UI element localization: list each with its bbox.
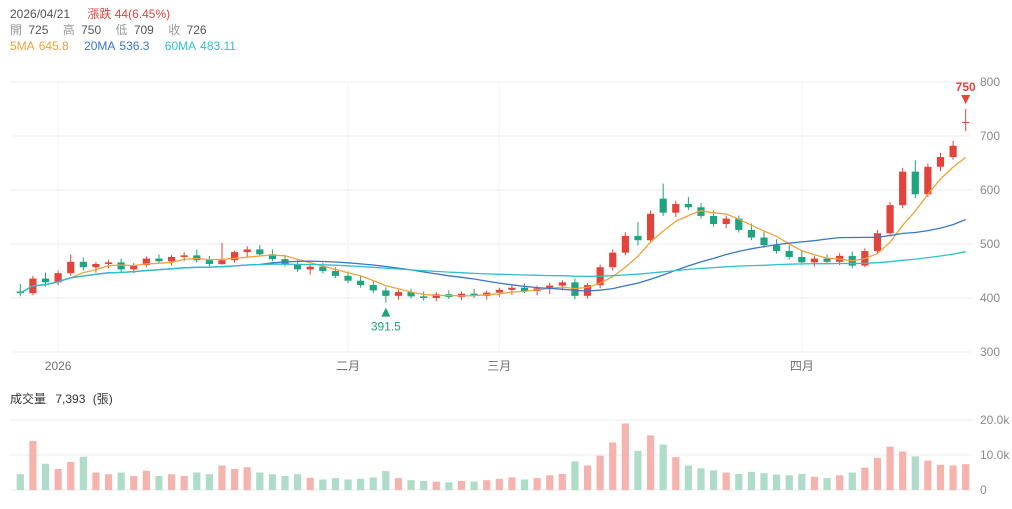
ma5-label: 5MA bbox=[10, 39, 35, 53]
svg-text:2026: 2026 bbox=[45, 359, 72, 373]
high-price-label: 750 bbox=[956, 80, 976, 94]
header-row-ohlc: 開 725 高 750 低 709 收 726 bbox=[10, 22, 248, 38]
svg-text:500: 500 bbox=[980, 237, 1000, 251]
low-price-label: 391.5 bbox=[371, 320, 401, 334]
ma5-value: 645.8 bbox=[38, 39, 69, 53]
open-value: 725 bbox=[28, 23, 49, 37]
header-row-ma: 5MA 645.8 20MA 536.3 60MA 483.11 bbox=[10, 38, 248, 54]
volume-value: 7,393 bbox=[55, 392, 86, 406]
high-label: 高 bbox=[62, 23, 75, 37]
ma60-value: 483.11 bbox=[200, 39, 236, 53]
svg-text:600: 600 bbox=[980, 183, 1000, 197]
date-label: 2026/04/21 bbox=[10, 7, 71, 21]
close-label: 收 bbox=[168, 23, 181, 37]
svg-text:10.0k: 10.0k bbox=[980, 448, 1010, 462]
change-label: 漲跌 44(6.45%) bbox=[87, 7, 171, 21]
low-label: 低 bbox=[115, 23, 128, 37]
close-value: 726 bbox=[186, 23, 207, 37]
svg-text:0: 0 bbox=[980, 483, 987, 497]
chart-header: 2026/04/21 漲跌 44(6.45%) 開 725 高 750 低 70… bbox=[10, 6, 248, 54]
open-label: 開 bbox=[10, 23, 23, 37]
price-gridlines: 800 700 600 500 400 300 bbox=[10, 75, 1000, 359]
ma5-line bbox=[19, 156, 967, 297]
svg-text:400: 400 bbox=[980, 291, 1000, 305]
low-marker-icon bbox=[381, 307, 391, 317]
ma5-legend: 5MA 645.8 bbox=[10, 39, 69, 53]
low-value: 709 bbox=[133, 23, 154, 37]
high-marker-icon bbox=[961, 95, 971, 104]
svg-text:800: 800 bbox=[980, 75, 1000, 89]
volume-chart[interactable]: 20.0k 10.0k 0 bbox=[0, 412, 1012, 502]
ma20-line bbox=[19, 218, 966, 294]
svg-text:300: 300 bbox=[980, 345, 1000, 359]
ma20-label: 20MA bbox=[84, 39, 116, 53]
ma60-label: 60MA bbox=[164, 39, 197, 53]
svg-text:700: 700 bbox=[980, 129, 1000, 143]
ma60-line bbox=[19, 251, 966, 294]
ma20-legend: 20MA 536.3 bbox=[84, 39, 149, 53]
x-axis-labels: 2026 二月 三月 四月 bbox=[45, 82, 814, 373]
volume-unit: (張) bbox=[92, 392, 113, 406]
high-value: 750 bbox=[81, 23, 102, 37]
volume-header: 成交量 7,393 (張) bbox=[10, 390, 113, 407]
ma20-value: 536.3 bbox=[119, 39, 150, 53]
svg-text:二月: 二月 bbox=[336, 359, 360, 373]
svg-text:20.0k: 20.0k bbox=[980, 413, 1010, 427]
svg-text:四月: 四月 bbox=[790, 359, 814, 373]
volume-bars bbox=[16, 423, 970, 490]
price-chart[interactable]: 800 700 600 500 400 300 2026 二月 三月 四月 750 391.5 bbox=[0, 74, 1012, 374]
price-annotations: 750 391.5 bbox=[371, 80, 976, 334]
volume-label: 成交量 bbox=[10, 392, 47, 406]
ma60-legend: 60MA 483.11 bbox=[165, 39, 236, 53]
svg-text:三月: 三月 bbox=[487, 359, 511, 373]
header-row-date: 2026/04/21 漲跌 44(6.45%) bbox=[10, 6, 248, 22]
